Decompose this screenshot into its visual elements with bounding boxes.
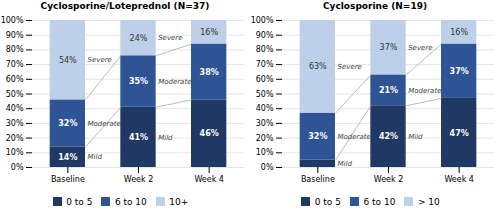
svg-text:Moderate: Moderate	[338, 133, 371, 141]
svg-text:0%: 0%	[11, 163, 24, 172]
svg-text:Mild: Mild	[88, 153, 103, 161]
svg-text:30%: 30%	[6, 119, 24, 128]
svg-text:Week 4: Week 4	[194, 175, 224, 184]
svg-text:100%: 100%	[1, 16, 24, 25]
svg-text:80%: 80%	[6, 45, 24, 54]
svg-text:42%: 42%	[379, 132, 398, 141]
svg-text:Severe: Severe	[88, 56, 112, 64]
svg-text:16%: 16%	[200, 28, 218, 37]
svg-text:90%: 90%	[6, 31, 24, 40]
svg-text:Week 2: Week 2	[124, 175, 154, 184]
svg-text:46%: 46%	[200, 129, 219, 138]
svg-text:40%: 40%	[6, 104, 24, 113]
svg-text:Moderate: Moderate	[158, 78, 191, 86]
svg-text:20%: 20%	[256, 134, 274, 143]
svg-text:10%: 10%	[6, 148, 24, 157]
svg-text:63%: 63%	[309, 62, 327, 71]
html-text:> 10: > 10	[417, 196, 440, 207]
svg-text:Mild: Mild	[338, 160, 353, 168]
svg-text:20%: 20%	[6, 134, 24, 143]
svg-text:41%: 41%	[129, 133, 148, 142]
svg-text:47%: 47%	[450, 129, 469, 138]
svg-text:32%: 32%	[308, 132, 327, 141]
svg-text:32%: 32%	[58, 119, 77, 128]
svg-text:37%: 37%	[380, 43, 398, 52]
svg-text:Mild: Mild	[158, 134, 173, 142]
svg-text:100%: 100%	[251, 16, 274, 25]
svg-text:0%: 0%	[261, 163, 274, 172]
html-text:10+: 10+	[169, 196, 189, 207]
svg-text:30%: 30%	[256, 119, 274, 128]
html-text:0 to 5: 0 to 5	[314, 196, 341, 207]
svg-text:50%: 50%	[256, 90, 274, 99]
svg-text:Week 2: Week 2	[374, 175, 404, 184]
svg-text:21%: 21%	[379, 86, 398, 95]
html-text:Cyclosporine/Loteprednol (N=37: Cyclosporine/Loteprednol (N=37)	[40, 1, 210, 11]
svg-text:Moderate: Moderate	[88, 120, 121, 128]
svg-text:40%: 40%	[256, 104, 274, 113]
html-text:Cyclosporine (N=19): Cyclosporine (N=19)	[323, 1, 427, 11]
svg-text:70%: 70%	[6, 60, 24, 69]
svg-text:Baseline: Baseline	[301, 175, 335, 184]
svg-text:80%: 80%	[256, 45, 274, 54]
svg-text:Mild: Mild	[408, 133, 423, 141]
svg-text:60%: 60%	[256, 75, 274, 84]
svg-text:Severe: Severe	[158, 34, 182, 42]
html-text:6 to 10: 6 to 10	[363, 196, 396, 207]
html-text:6 to 10: 6 to 10	[114, 196, 147, 207]
svg-text:24%: 24%	[130, 34, 148, 43]
svg-text:70%: 70%	[256, 60, 274, 69]
svg-text:54%: 54%	[59, 56, 77, 65]
svg-text:Baseline: Baseline	[51, 175, 85, 184]
svg-text:35%: 35%	[129, 77, 148, 86]
svg-text:50%: 50%	[6, 90, 24, 99]
svg-text:14%: 14%	[58, 153, 77, 162]
svg-text:Week 4: Week 4	[444, 175, 474, 184]
html-text:0 to 5: 0 to 5	[66, 196, 93, 207]
svg-text:16%: 16%	[450, 28, 468, 37]
svg-text:60%: 60%	[6, 75, 24, 84]
svg-text:38%: 38%	[200, 68, 219, 77]
svg-text:10%: 10%	[256, 148, 274, 157]
svg-text:Severe: Severe	[408, 44, 432, 52]
svg-text:Moderate: Moderate	[408, 87, 441, 95]
svg-text:37%: 37%	[450, 67, 469, 76]
svg-text:Severe: Severe	[338, 63, 362, 71]
svg-text:90%: 90%	[256, 31, 274, 40]
